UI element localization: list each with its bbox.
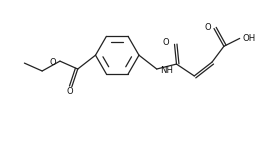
Text: NH: NH bbox=[160, 66, 173, 75]
Text: OH: OH bbox=[243, 34, 256, 43]
Text: O: O bbox=[49, 58, 56, 67]
Text: O: O bbox=[204, 23, 211, 32]
Text: O: O bbox=[163, 38, 170, 47]
Text: O: O bbox=[67, 87, 73, 96]
